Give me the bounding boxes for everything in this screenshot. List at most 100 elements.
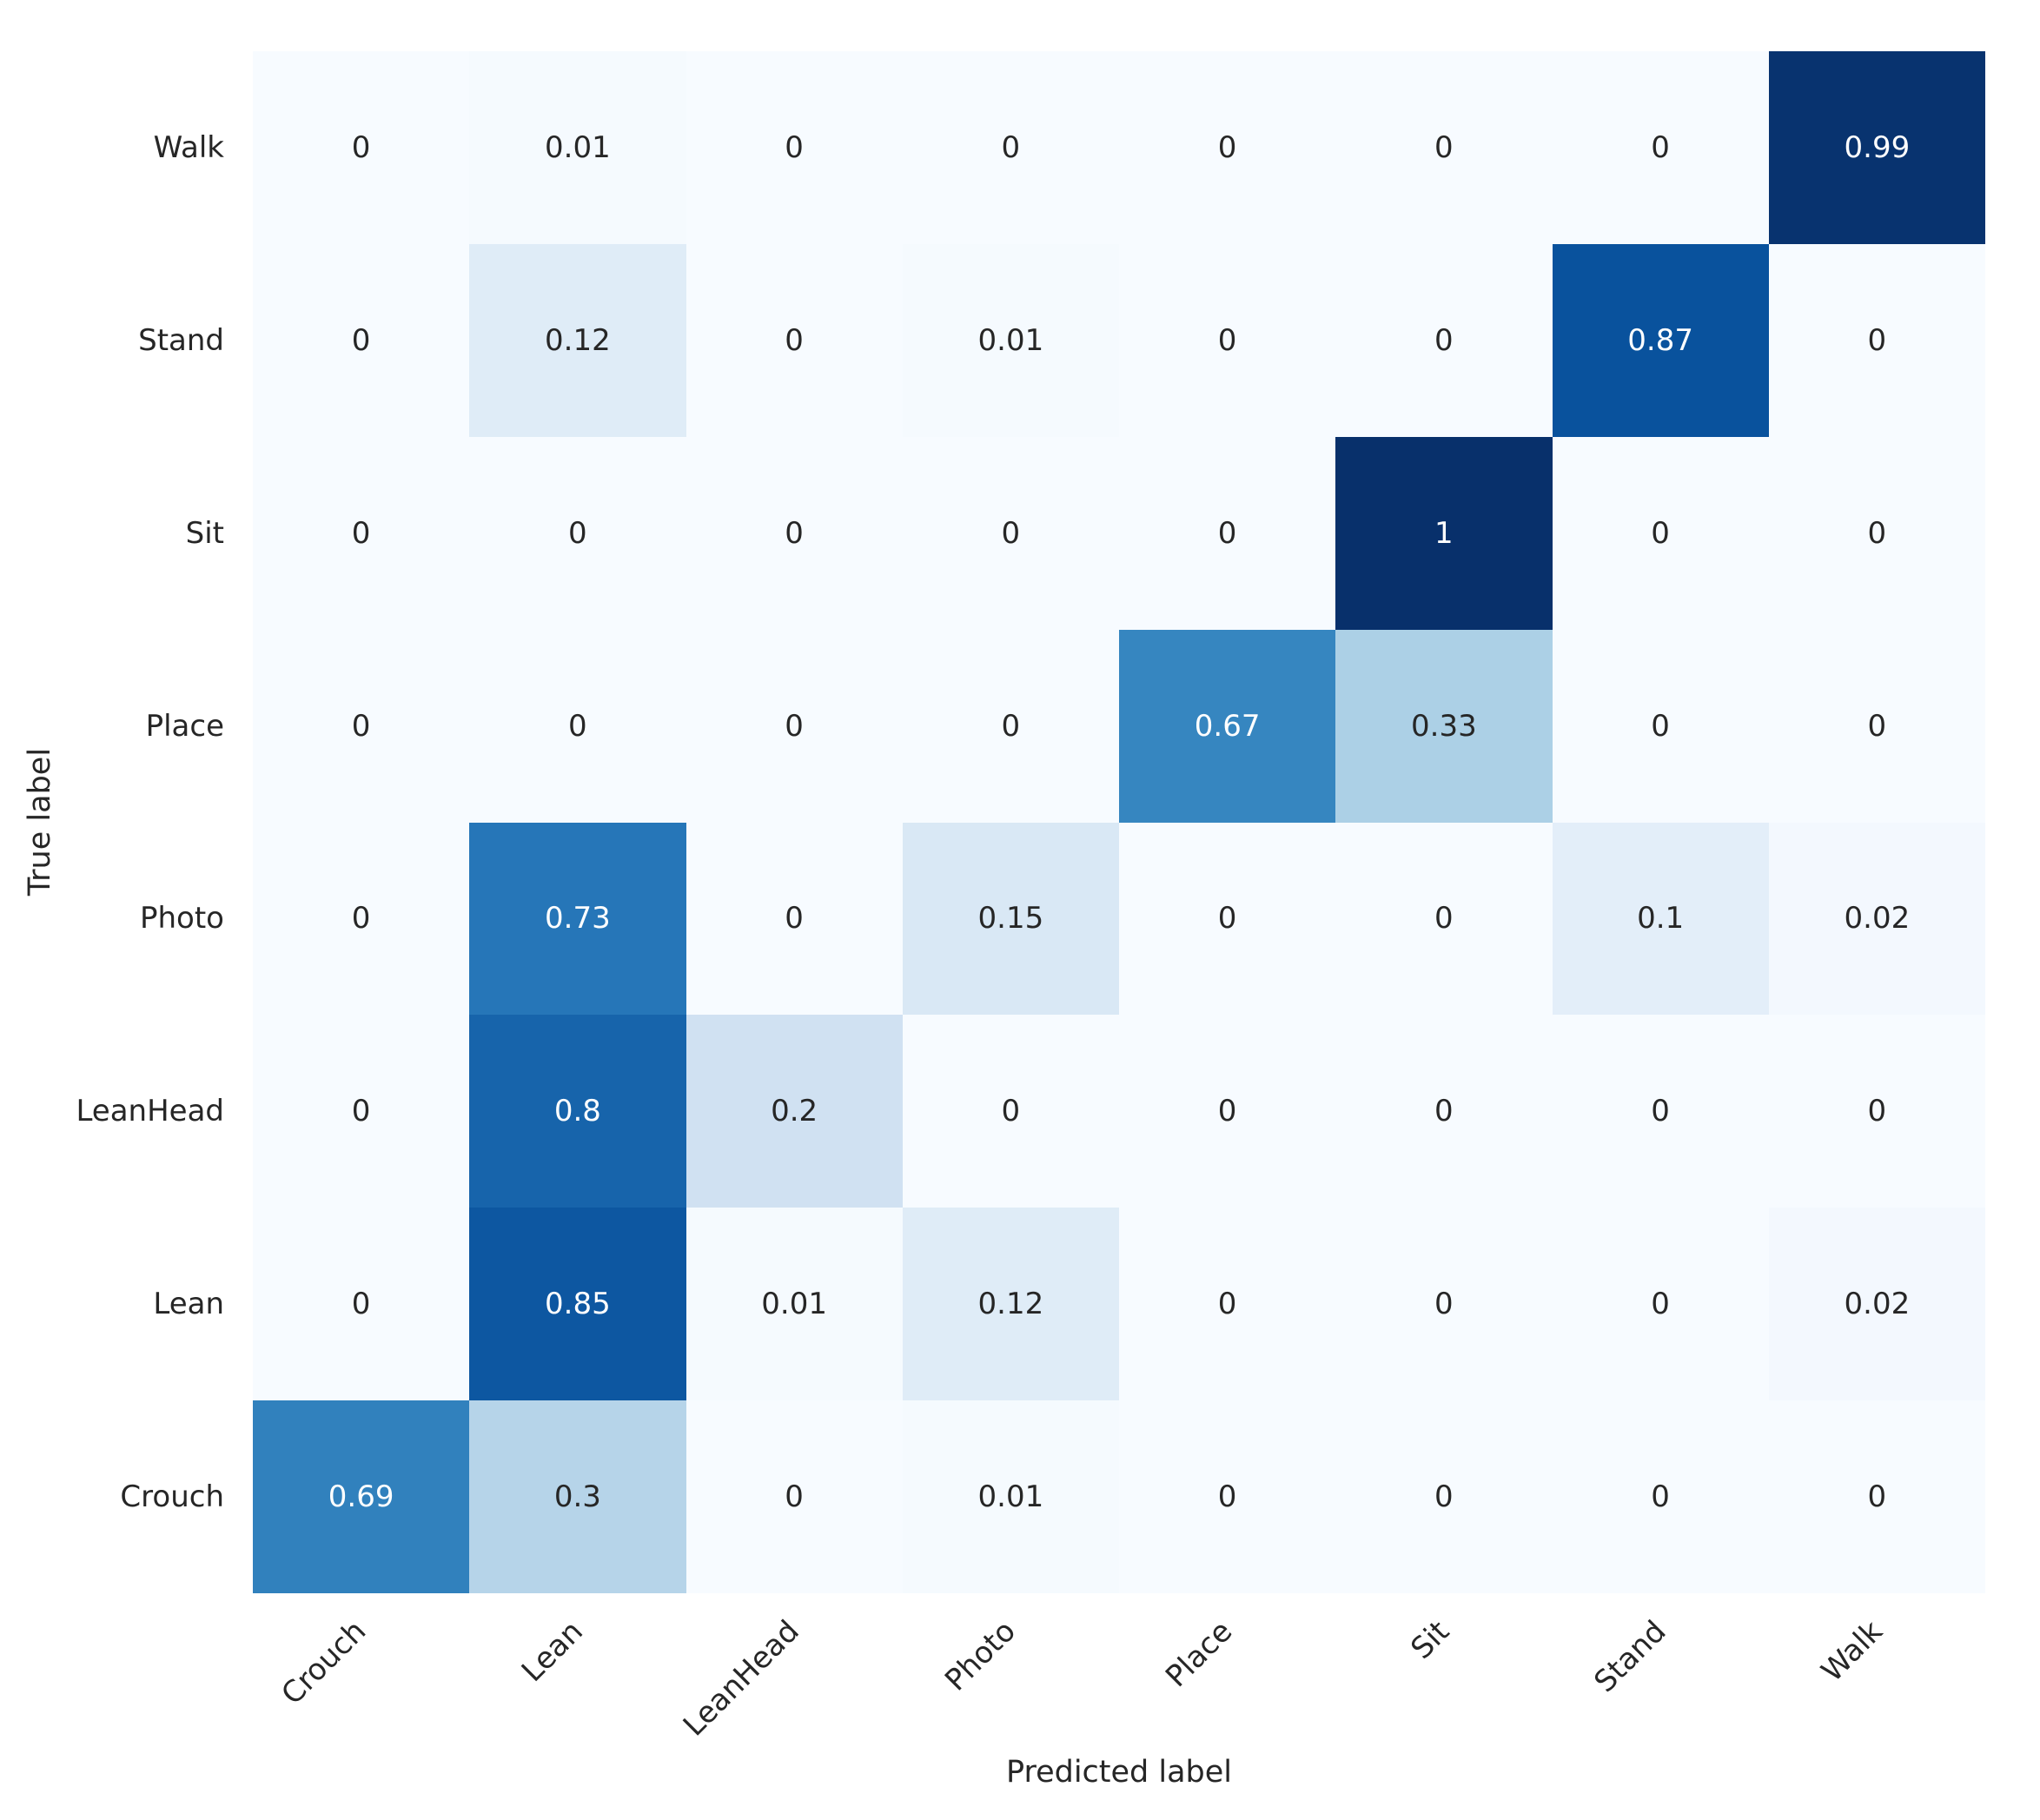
heatmap-cell: 0 <box>902 436 1119 630</box>
heatmap-cell: 0 <box>253 1208 470 1401</box>
cell-value: 0 <box>785 322 804 358</box>
cell-value: 0.8 <box>553 1094 601 1129</box>
heatmap-cell: 0 <box>1552 1015 1769 1208</box>
cell-value: 0.99 <box>1844 129 1911 165</box>
heatmap-cell: 0 <box>1119 1400 1336 1593</box>
heatmap-cell: 0.15 <box>902 822 1119 1016</box>
cell-value: 0 <box>1651 515 1670 551</box>
cell-value: 0 <box>351 515 371 551</box>
heatmap-cell: 0.67 <box>1119 629 1336 823</box>
cell-value: 0.2 <box>771 1094 818 1129</box>
heatmap-cell: 0.33 <box>1335 629 1553 823</box>
y-axis-title: True label <box>23 747 57 897</box>
heatmap-cell: 0 <box>253 436 470 630</box>
y-tick-label: LeanHead <box>76 1094 224 1129</box>
cell-value: 0.15 <box>977 901 1044 936</box>
heatmap-cell: 0.01 <box>902 243 1119 437</box>
cell-value: 0 <box>1651 708 1670 744</box>
cell-value: 0.3 <box>553 1479 601 1515</box>
cell-value: 0 <box>568 515 587 551</box>
x-tick-label: LeanHead <box>677 1613 807 1744</box>
heatmap-cell: 0 <box>253 1015 470 1208</box>
heatmap-cell: 0 <box>1768 1015 1985 1208</box>
cell-value: 0.69 <box>328 1479 394 1515</box>
cell-value: 0.01 <box>761 1287 827 1322</box>
cell-value: 0.12 <box>977 1287 1044 1322</box>
heatmap-cell: 0.85 <box>469 1208 686 1401</box>
heatmap-cell: 0.8 <box>469 1015 686 1208</box>
cell-value: 0 <box>1434 129 1454 165</box>
cell-value: 0 <box>785 1479 804 1515</box>
heatmap-cell: 0 <box>1335 1400 1553 1593</box>
heatmap-cell: 0.3 <box>469 1400 686 1593</box>
heatmap-cell: 0 <box>469 629 686 823</box>
heatmap-cell: 0 <box>686 1400 903 1593</box>
cell-value: 0 <box>1001 515 1021 551</box>
heatmap-cell: 0 <box>686 243 903 437</box>
heatmap-cell: 0.12 <box>469 243 686 437</box>
heatmap-cell: 0 <box>1335 51 1553 244</box>
x-tick-label: Photo <box>938 1613 1023 1698</box>
cell-value: 0 <box>1217 129 1237 165</box>
cell-value: 0 <box>351 1287 371 1322</box>
cell-value: 0 <box>1434 1094 1454 1129</box>
heatmap-cell: 0 <box>1552 51 1769 244</box>
cell-value: 0 <box>785 708 804 744</box>
heatmap-cell: 0 <box>1768 629 1985 823</box>
heatmap-cell: 0.01 <box>902 1400 1119 1593</box>
cell-value: 0 <box>785 129 804 165</box>
cell-value: 0.02 <box>1844 1287 1911 1322</box>
x-tick-label: Walk <box>1814 1613 1890 1689</box>
cell-value: 0.02 <box>1844 901 1911 936</box>
heatmap-cell: 0 <box>1119 243 1336 437</box>
cell-value: 0 <box>1651 1479 1670 1515</box>
cell-value: 0.33 <box>1411 708 1477 744</box>
heatmap-cell: 0 <box>1768 243 1985 437</box>
cell-value: 0.01 <box>977 1479 1044 1515</box>
cell-value: 0 <box>1217 1479 1237 1515</box>
cell-value: 0 <box>1001 708 1021 744</box>
cell-value: 0 <box>1867 515 1887 551</box>
cell-value: 0.87 <box>1627 322 1693 358</box>
heatmap-cell: 0 <box>1552 1400 1769 1593</box>
x-tick-label: Sit <box>1404 1613 1456 1666</box>
heatmap-cell: 0 <box>469 436 686 630</box>
heatmap-cell: 0 <box>253 822 470 1016</box>
cell-value: 0 <box>1217 1094 1237 1129</box>
cell-value: 1 <box>1434 515 1454 551</box>
cell-value: 0.1 <box>1637 901 1685 936</box>
cell-value: 0 <box>1217 901 1237 936</box>
cell-value: 0 <box>1217 322 1237 358</box>
cell-value: 0 <box>1867 708 1887 744</box>
y-tick-label: Photo <box>140 901 224 936</box>
cell-value: 0 <box>1434 1287 1454 1322</box>
heatmap-cell: 0 <box>902 1015 1119 1208</box>
y-tick-label: Place <box>145 708 224 744</box>
cell-value: 0 <box>351 708 371 744</box>
heatmap-cell: 0 <box>902 51 1119 244</box>
heatmap-cell: 0 <box>686 629 903 823</box>
heatmap-cell: 0 <box>1119 436 1336 630</box>
heatmap-cell: 0 <box>1335 1015 1553 1208</box>
heatmap-cell: 0 <box>253 51 470 244</box>
cell-value: 0.12 <box>545 322 611 358</box>
heatmap-cell: 0.99 <box>1768 51 1985 244</box>
heatmap-cell: 0.73 <box>469 822 686 1016</box>
heatmap-cell: 0 <box>1552 436 1769 630</box>
heatmap-cell: 0.02 <box>1768 822 1985 1016</box>
heatmap-cell: 0.02 <box>1768 1208 1985 1401</box>
heatmap-cell: 0 <box>253 243 470 437</box>
heatmap-grid: 0 0.01 0 0 0 0 0 0.99 0 0.12 0 0.01 0 0 0.87 0 0 0 0 0 0 1 0 0 0… <box>253 51 1985 1593</box>
cell-value: 0.01 <box>545 129 611 165</box>
heatmap-cell: 0 <box>902 629 1119 823</box>
x-tick-label: Stand <box>1586 1613 1673 1700</box>
heatmap-cell: 0.01 <box>686 1208 903 1401</box>
heatmap-cell: 0.2 <box>686 1015 903 1208</box>
x-tick-label: Place <box>1159 1613 1240 1695</box>
cell-value: 0 <box>1434 901 1454 936</box>
heatmap-cell: 0 <box>1119 1015 1336 1208</box>
heatmap-cell: 0 <box>1119 1208 1336 1401</box>
y-tick-label: Stand <box>138 322 224 358</box>
heatmap-cell: 0.1 <box>1552 822 1769 1016</box>
